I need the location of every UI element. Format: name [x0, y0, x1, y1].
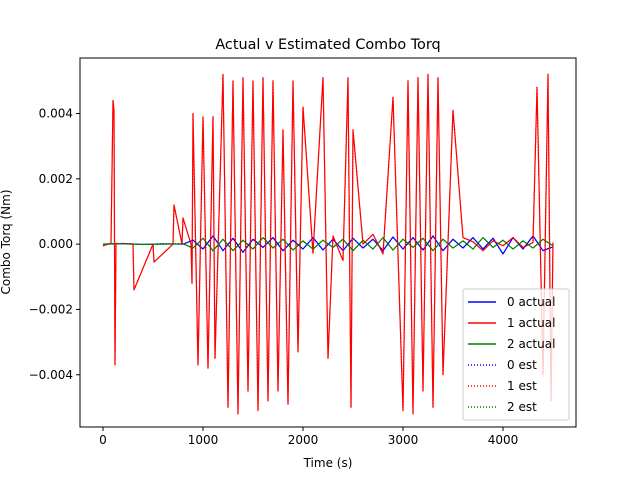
- x-axis-label: Time (s): [303, 456, 353, 470]
- chart-title: Actual v Estimated Combo Torq: [215, 37, 440, 53]
- plot-frame: [79, 57, 577, 428]
- legend-label: 2 actual: [507, 337, 555, 351]
- legend-label: 1 est: [507, 379, 537, 393]
- x-tick-label: 0: [99, 433, 107, 447]
- x-tick-label: 3000: [388, 433, 419, 447]
- series-group: [102, 73, 554, 415]
- legend-label: 0 est: [507, 358, 537, 372]
- legend-label: 0 actual: [507, 295, 555, 309]
- series-line-1-est: [102, 73, 554, 415]
- legend-label: 1 actual: [507, 316, 555, 330]
- x-tick-label: 4000: [488, 433, 519, 447]
- legend-frame: [462, 288, 570, 421]
- y-axis: −0.004 −0.002 0.000 0.002 0.004: [29, 107, 80, 382]
- y-tick-label: −0.002: [29, 302, 73, 316]
- x-tick-label: 1000: [188, 433, 219, 447]
- y-tick-label: 0.002: [39, 172, 73, 186]
- x-axis: 0 1000 2000 3000 4000: [99, 427, 518, 447]
- y-axis-label: Combo Torq (Nm): [0, 190, 13, 295]
- series-line-0-est: [102, 235, 554, 255]
- y-tick-label: 0.000: [39, 237, 73, 251]
- x-tick-label: 2000: [288, 433, 319, 447]
- y-tick-label: 0.004: [39, 107, 73, 121]
- legend: 0 actual 1 actual 2 actual 0 est 1 est 2 est: [462, 288, 570, 421]
- legend-label: 2 est: [507, 400, 537, 414]
- y-tick-label: −0.004: [29, 368, 73, 382]
- series-line-2-est: [102, 237, 554, 252]
